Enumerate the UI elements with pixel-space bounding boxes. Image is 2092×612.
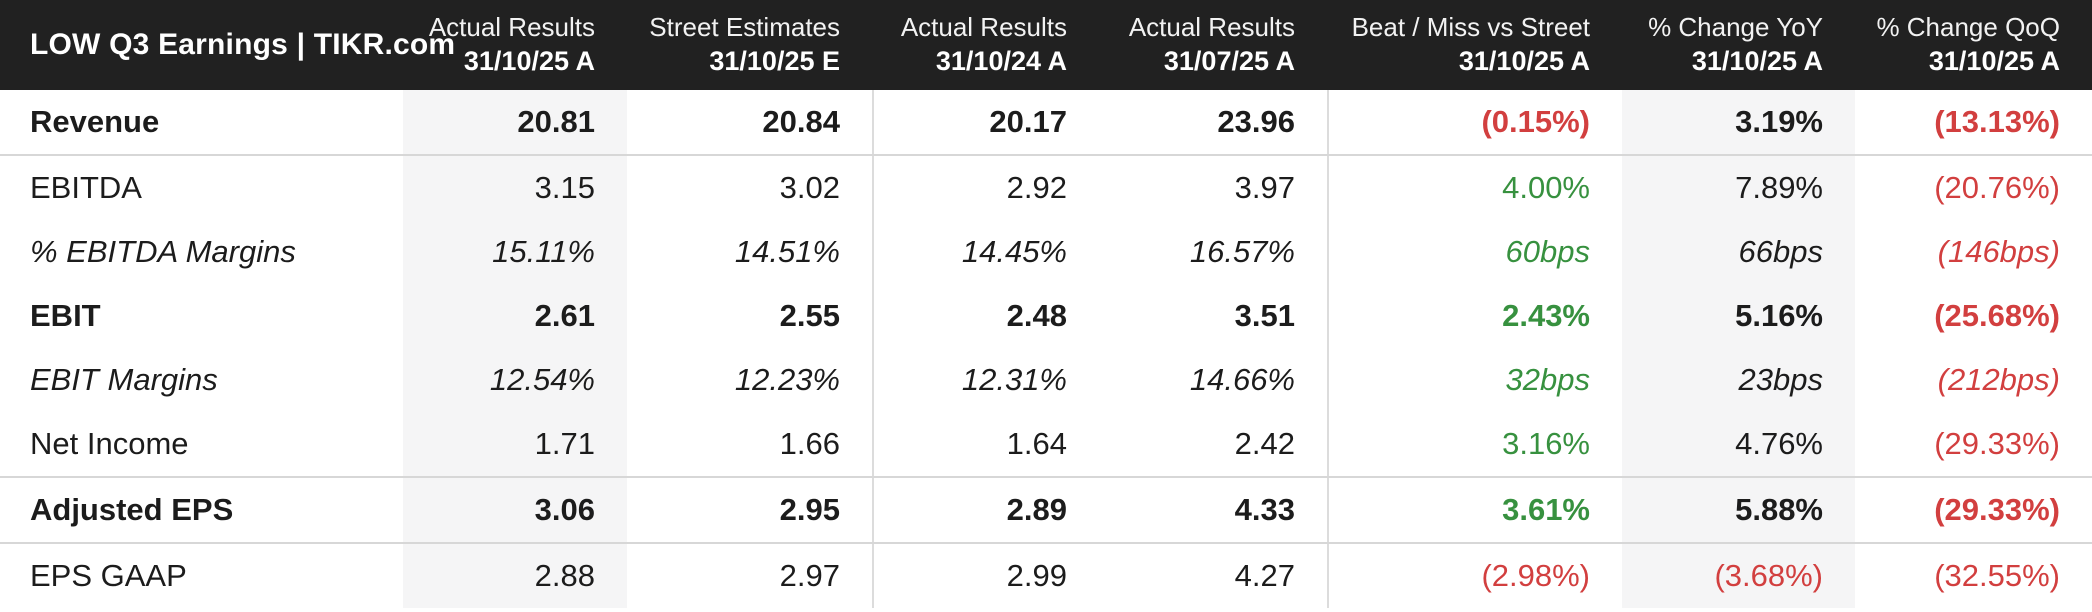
column-header-label: % Change QoQ <box>1876 12 2060 43</box>
value-cell: 4.33 <box>1234 492 1295 527</box>
table-row-ebitda: EBITDA 3.15 3.02 2.92 3.97 4.00% 7.89% (20.76%) <box>0 156 2092 220</box>
value-cell: 20.17 <box>872 90 1099 154</box>
value-cell: 4.00% <box>1327 156 1622 220</box>
value-cell: (25.68%) <box>1934 298 2060 333</box>
value-cell: 3.02 <box>779 170 840 205</box>
value-cell: 2.43% <box>1327 284 1622 348</box>
value-cell: 14.51% <box>734 234 840 269</box>
table-row-ebitda-margins: % EBITDA Margins 15.11% 14.51% 14.45% 16.57%… <box>0 220 2092 284</box>
value-cell: 20.84 <box>762 104 840 139</box>
value-cell: 20.81 <box>403 90 627 154</box>
column-header-period: 31/10/25 A <box>1458 46 1590 77</box>
value-cell: 15.11% <box>403 220 627 284</box>
column-header-label: Actual Results <box>900 12 1067 43</box>
table-row-revenue: Revenue 20.81 20.84 20.17 23.96 (0.15%) 3.19% (… <box>0 90 2092 156</box>
value-cell: 3.19% <box>1622 90 1855 154</box>
row-label: Adjusted EPS <box>30 492 234 527</box>
value-cell: 2.99 <box>872 544 1099 608</box>
table-row-ebit: EBIT 2.61 2.55 2.48 3.51 2.43% 5.16% (25.68%) <box>0 284 2092 348</box>
column-header-period: 31/10/25 A <box>1691 46 1823 77</box>
column-header-period: 31/10/25 A <box>1928 46 2060 77</box>
value-cell: 1.66 <box>779 426 840 461</box>
value-cell: (212bps) <box>1937 362 2060 397</box>
value-cell: (0.15%) <box>1327 90 1622 154</box>
value-cell: 3.16% <box>1327 412 1622 476</box>
table-body: Revenue 20.81 20.84 20.17 23.96 (0.15%) 3.19% (… <box>0 90 2092 608</box>
value-cell: 2.61 <box>403 284 627 348</box>
table-title: LOW Q3 Earnings | TIKR.com <box>30 28 456 61</box>
column-header-label: Street Estimates <box>649 12 840 43</box>
column-header-period: 31/10/25 A <box>463 46 595 77</box>
row-label: % EBITDA Margins <box>30 234 296 269</box>
value-cell: 66bps <box>1622 220 1855 284</box>
table-row-eps-gaap: EPS GAAP 2.88 2.97 2.99 4.27 (2.98%) (3.68%) (3… <box>0 544 2092 608</box>
column-header-period: 31/07/25 A <box>1163 46 1295 77</box>
value-cell: (29.33%) <box>1934 426 2060 461</box>
column-header-5: % Change YoY 31/10/25 A <box>1622 11 1855 79</box>
column-header-label: Actual Results <box>1128 12 1295 43</box>
column-header-0: Actual Results 31/10/25 A <box>403 11 627 79</box>
value-cell: 5.88% <box>1622 478 1855 542</box>
value-cell: 2.97 <box>779 558 840 593</box>
value-cell: 2.55 <box>779 298 840 333</box>
value-cell: 4.76% <box>1622 412 1855 476</box>
column-header-4: Beat / Miss vs Street 31/10/25 A <box>1327 11 1622 79</box>
column-header-1: Street Estimates 31/10/25 E <box>627 11 872 79</box>
value-cell: 32bps <box>1327 348 1622 412</box>
value-cell: 3.61% <box>1327 478 1622 542</box>
value-cell: 2.88 <box>403 544 627 608</box>
value-cell: (2.98%) <box>1327 544 1622 608</box>
column-header-label: Actual Results <box>428 12 595 43</box>
value-cell: 12.54% <box>403 348 627 412</box>
column-header-6: % Change QoQ 31/10/25 A <box>1855 11 2092 79</box>
value-cell: 12.23% <box>734 362 840 397</box>
value-cell: 3.06 <box>403 478 627 542</box>
row-label: Net Income <box>30 426 189 461</box>
column-header-label: Beat / Miss vs Street <box>1351 12 1590 43</box>
row-label: Revenue <box>30 104 160 139</box>
value-cell: 60bps <box>1327 220 1622 284</box>
value-cell: (32.55%) <box>1934 558 2060 593</box>
value-cell: (20.76%) <box>1934 170 2060 205</box>
value-cell: 23.96 <box>1217 104 1295 139</box>
value-cell: 23bps <box>1622 348 1855 412</box>
value-cell: 1.64 <box>872 412 1099 476</box>
value-cell: (146bps) <box>1937 234 2060 269</box>
column-header-period: 31/10/25 E <box>709 46 840 77</box>
column-header-3: Actual Results 31/07/25 A <box>1099 11 1327 79</box>
value-cell: 16.57% <box>1189 234 1295 269</box>
row-label: EBIT Margins <box>30 362 218 397</box>
value-cell: 2.92 <box>872 156 1099 220</box>
value-cell: 2.95 <box>779 492 840 527</box>
value-cell: 4.27 <box>1234 558 1295 593</box>
value-cell: 2.89 <box>872 478 1099 542</box>
column-header-period: 31/10/24 A <box>935 46 1067 77</box>
value-cell: 1.71 <box>403 412 627 476</box>
value-cell: 3.97 <box>1234 170 1295 205</box>
value-cell: 3.15 <box>403 156 627 220</box>
value-cell: (3.68%) <box>1622 544 1855 608</box>
value-cell: 14.66% <box>1189 362 1295 397</box>
value-cell: 12.31% <box>872 348 1099 412</box>
value-cell: 14.45% <box>872 220 1099 284</box>
value-cell: 3.51 <box>1234 298 1295 333</box>
row-label: EBITDA <box>30 170 142 205</box>
value-cell: 5.16% <box>1622 284 1855 348</box>
table-row-ebit-margins: EBIT Margins 12.54% 12.23% 12.31% 14.66% 32bp… <box>0 348 2092 412</box>
table-header-row: LOW Q3 Earnings | TIKR.com Actual Result… <box>0 0 2092 90</box>
value-cell: (13.13%) <box>1934 104 2060 139</box>
column-header-2: Actual Results 31/10/24 A <box>872 11 1099 79</box>
table-row-adjusted-eps: Adjusted EPS 3.06 2.95 2.89 4.33 3.61% 5.88% (2… <box>0 478 2092 544</box>
row-label: EPS GAAP <box>30 558 187 593</box>
value-cell: 2.42 <box>1234 426 1295 461</box>
table-row-net-income: Net Income 1.71 1.66 1.64 2.42 3.16% 4.76% (29.… <box>0 412 2092 478</box>
value-cell: (29.33%) <box>1934 492 2060 527</box>
value-cell: 7.89% <box>1622 156 1855 220</box>
row-label: EBIT <box>30 298 101 333</box>
value-cell: 2.48 <box>872 284 1099 348</box>
column-header-label: % Change YoY <box>1648 12 1823 43</box>
